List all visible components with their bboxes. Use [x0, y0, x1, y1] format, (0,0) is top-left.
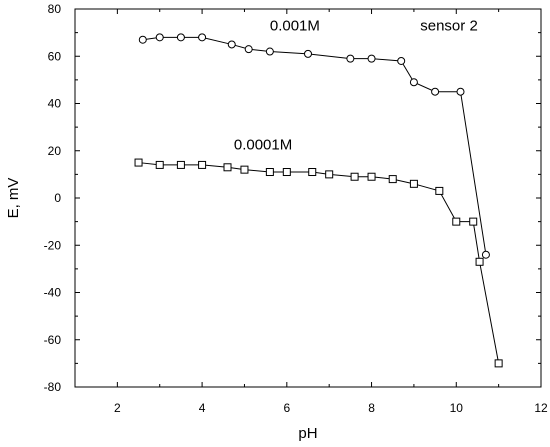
series-1-point-4	[223, 163, 232, 172]
series-1-point-0	[134, 158, 143, 167]
axes-layer: 2 4 6 8 10 12 80 60 40 20 0 -20 -40 -60 -80	[44, 2, 548, 415]
series-1-point-10	[350, 172, 359, 181]
series-0-point-14	[481, 250, 490, 259]
series-0-point-9	[367, 54, 376, 63]
series-1-point-14	[435, 186, 444, 195]
series-0-point-12	[431, 87, 440, 96]
y-axis-tick-label--40: -40	[44, 286, 62, 300]
y-axis-tick-label-60: 60	[48, 49, 62, 63]
y-axis-tick-label-20: 20	[48, 144, 62, 158]
series-1-point-18	[494, 359, 503, 368]
series-1-point-13	[409, 179, 418, 188]
series-1-point-17	[475, 257, 484, 266]
series-1-point-15	[452, 217, 461, 226]
series-0-point-4	[227, 40, 236, 49]
x-axis-tick-label-8: 8	[368, 401, 375, 415]
y-axis-tick-label-0: 0	[54, 191, 61, 205]
x-axis-tick-label-12: 12	[534, 401, 548, 415]
annotation-0001m: 0.001M	[270, 17, 320, 34]
series-0-point-10	[397, 56, 406, 65]
series-1-point-8	[308, 168, 317, 177]
series-1-point-5	[240, 165, 249, 174]
series-0-point-3	[198, 33, 207, 42]
x-axis-tick-label-10: 10	[450, 401, 464, 415]
y-axis-title: E, mV	[5, 178, 22, 219]
y-axis-tick-label--60: -60	[44, 333, 62, 347]
series-0-point-2	[176, 33, 185, 42]
annotation-sensor-2: sensor 2	[420, 17, 478, 34]
series-1-point-3	[198, 160, 207, 169]
x-axis-tick-label-4: 4	[199, 401, 206, 415]
x-axis-tick-label-2: 2	[114, 401, 121, 415]
series-0-point-0	[138, 35, 147, 44]
series-0-point-5	[244, 45, 253, 54]
series-0-point-1	[155, 33, 164, 42]
series-1-point-2	[176, 160, 185, 169]
y-axis-tick-label--20: -20	[44, 238, 62, 252]
plot-frame	[74, 8, 542, 388]
series-0-point-7	[304, 49, 312, 58]
series-1-point-9	[325, 170, 334, 179]
series-0-point-13	[456, 87, 465, 96]
series-1-point-12	[388, 175, 397, 184]
annotation-00001m: 0.0001M	[234, 137, 292, 154]
series-1-point-7	[282, 168, 291, 177]
annotation-layer: 0.001M sensor 2 0.0001M	[234, 17, 478, 153]
series-0-point-6	[265, 47, 274, 56]
series-1-point-11	[367, 172, 376, 181]
x-axis-title: pH	[298, 425, 317, 442]
series-1-point-6	[265, 168, 274, 177]
series-line-0	[142, 36, 487, 255]
series-1-point-16	[469, 217, 478, 226]
x-axis-tick-label-6: 6	[283, 401, 290, 415]
series-layer	[134, 33, 503, 368]
series-line-1	[138, 162, 500, 364]
series-0-point-11	[409, 78, 418, 87]
y-axis-tick-label-80: 80	[48, 2, 62, 16]
y-axis-tick-label--80: -80	[44, 380, 62, 394]
series-1-point-1	[155, 160, 164, 169]
series-0-point-8	[346, 54, 355, 63]
y-axis-tick-label-40: 40	[48, 97, 62, 111]
